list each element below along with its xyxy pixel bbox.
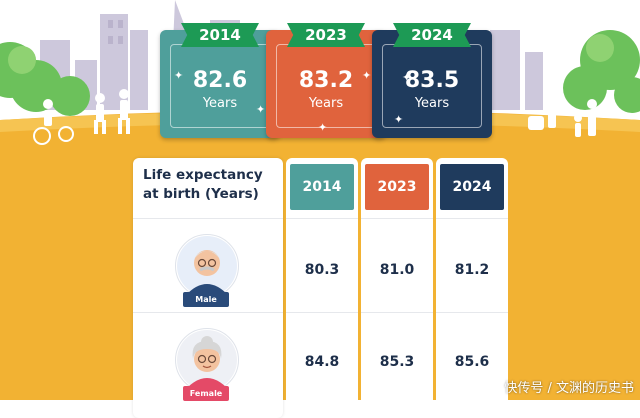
male-2024-value: 81.2 (454, 262, 490, 278)
table-column-2024: 2024 81.2 85.6 (436, 158, 508, 418)
column-header-2023: 2023 (365, 164, 429, 210)
year-ribbon: 2023 (287, 23, 365, 47)
female-avatar (175, 328, 239, 392)
row-divider (286, 312, 358, 313)
table-column-2014: 2014 80.3 84.8 (286, 158, 358, 418)
row-divider (361, 218, 433, 219)
elderly-woman-icon (177, 330, 237, 390)
row-divider (361, 312, 433, 313)
male-avatar (175, 234, 239, 298)
row-divider (286, 218, 358, 219)
female-2014-value: 84.8 (304, 354, 340, 370)
year-ribbon: 2024 (393, 23, 471, 47)
sparkle-icon: ✦ (402, 71, 412, 84)
sparkle-icon: ✦ (174, 69, 184, 82)
male-tag: Male (183, 292, 229, 307)
row-divider (436, 218, 508, 219)
male-2023-value: 81.0 (379, 262, 415, 278)
hero-card-2024: 2024 83.5 Years ✦ ✦ (372, 23, 492, 138)
male-2014-value: 80.3 (304, 262, 340, 278)
sparkle-icon: ✦ (394, 113, 404, 126)
hero-card-2014: 2014 82.6 Years ✦ ✦ (160, 23, 280, 138)
column-header-2014: 2014 (290, 164, 354, 210)
sparkle-icon: ✦ (318, 121, 328, 134)
table-label-column: Life expectancy at birth (Years) Male Fe… (133, 158, 283, 418)
table-column-2023: 2023 81.0 85.3 (361, 158, 433, 418)
life-expectancy-value: 82.6 (192, 68, 248, 93)
unit-label: Years (308, 96, 344, 111)
sparkle-icon: ✦ (256, 103, 266, 116)
life-expectancy-value: 83.5 (404, 68, 460, 93)
unit-label: Years (202, 96, 238, 111)
row-divider (133, 218, 283, 219)
hero-card-2023: 2023 83.2 Years ✦ ✦ (266, 23, 386, 138)
female-2024-value: 85.6 (454, 354, 490, 370)
row-divider (436, 312, 508, 313)
elderly-man-icon (177, 236, 237, 296)
female-tag: Female (183, 386, 229, 401)
watermark: 快传号 / 文渊的历史书 (504, 381, 634, 396)
sparkle-icon: ✦ (362, 69, 372, 82)
year-ribbon: 2014 (181, 23, 259, 47)
row-divider (133, 312, 283, 313)
life-expectancy-value: 83.2 (298, 68, 354, 93)
table-title: Life expectancy at birth (Years) (143, 167, 263, 202)
unit-label: Years (414, 96, 450, 111)
column-header-2024: 2024 (440, 164, 504, 210)
female-2023-value: 85.3 (379, 354, 415, 370)
